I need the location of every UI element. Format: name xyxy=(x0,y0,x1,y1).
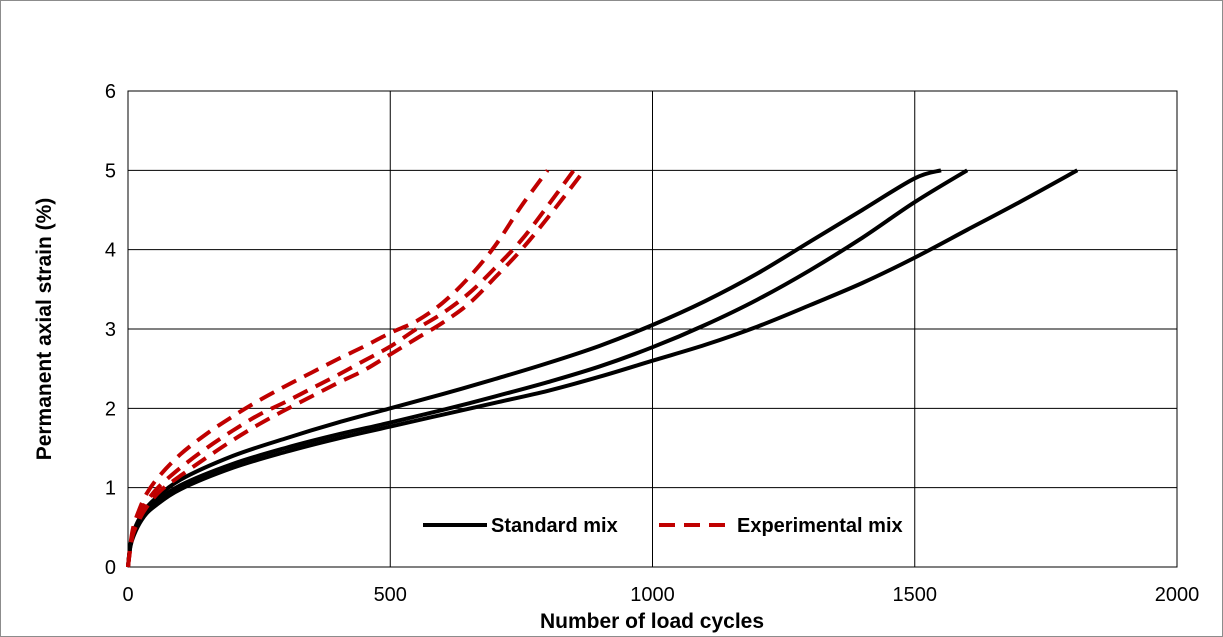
tick-labels: 0 1 2 3 4 5 6 0 500 1000 1500 2000 xyxy=(105,81,1199,606)
legend: Standard mix Experimental mix xyxy=(423,515,903,537)
x-axis-title: Number of load cycles xyxy=(540,610,764,633)
series-group xyxy=(126,168,1079,568)
y-tick-label: 5 xyxy=(105,160,116,182)
y-tick-label: 3 xyxy=(105,319,116,341)
x-tick-label: 1500 xyxy=(893,584,938,606)
y-tick-label: 6 xyxy=(105,81,116,103)
standard-mix-line-1 xyxy=(126,168,942,568)
x-tick-label: 1000 xyxy=(630,584,675,606)
y-tick-label: 2 xyxy=(105,398,116,420)
x-tick-label: 0 xyxy=(122,584,133,606)
legend-label-standard-mix: Standard mix xyxy=(491,515,618,537)
y-axis-title: Permanent axial strain (%) xyxy=(33,198,56,461)
legend-label-experimental-mix: Experimental mix xyxy=(737,515,903,537)
x-tick-label: 2000 xyxy=(1155,584,1200,606)
y-tick-label: 1 xyxy=(105,478,116,500)
grid xyxy=(127,90,1178,568)
experimental-mix-line-5 xyxy=(126,169,576,568)
standard-mix-line-2 xyxy=(126,168,969,568)
experimental-mix-line-4 xyxy=(126,169,550,568)
plot-area-border xyxy=(127,90,1178,568)
y-tick-label: 0 xyxy=(105,557,116,579)
experimental-mix-line-6 xyxy=(126,169,586,568)
standard-mix-line-3 xyxy=(126,168,1079,568)
x-tick-label: 500 xyxy=(374,584,407,606)
y-tick-label: 4 xyxy=(105,240,116,262)
